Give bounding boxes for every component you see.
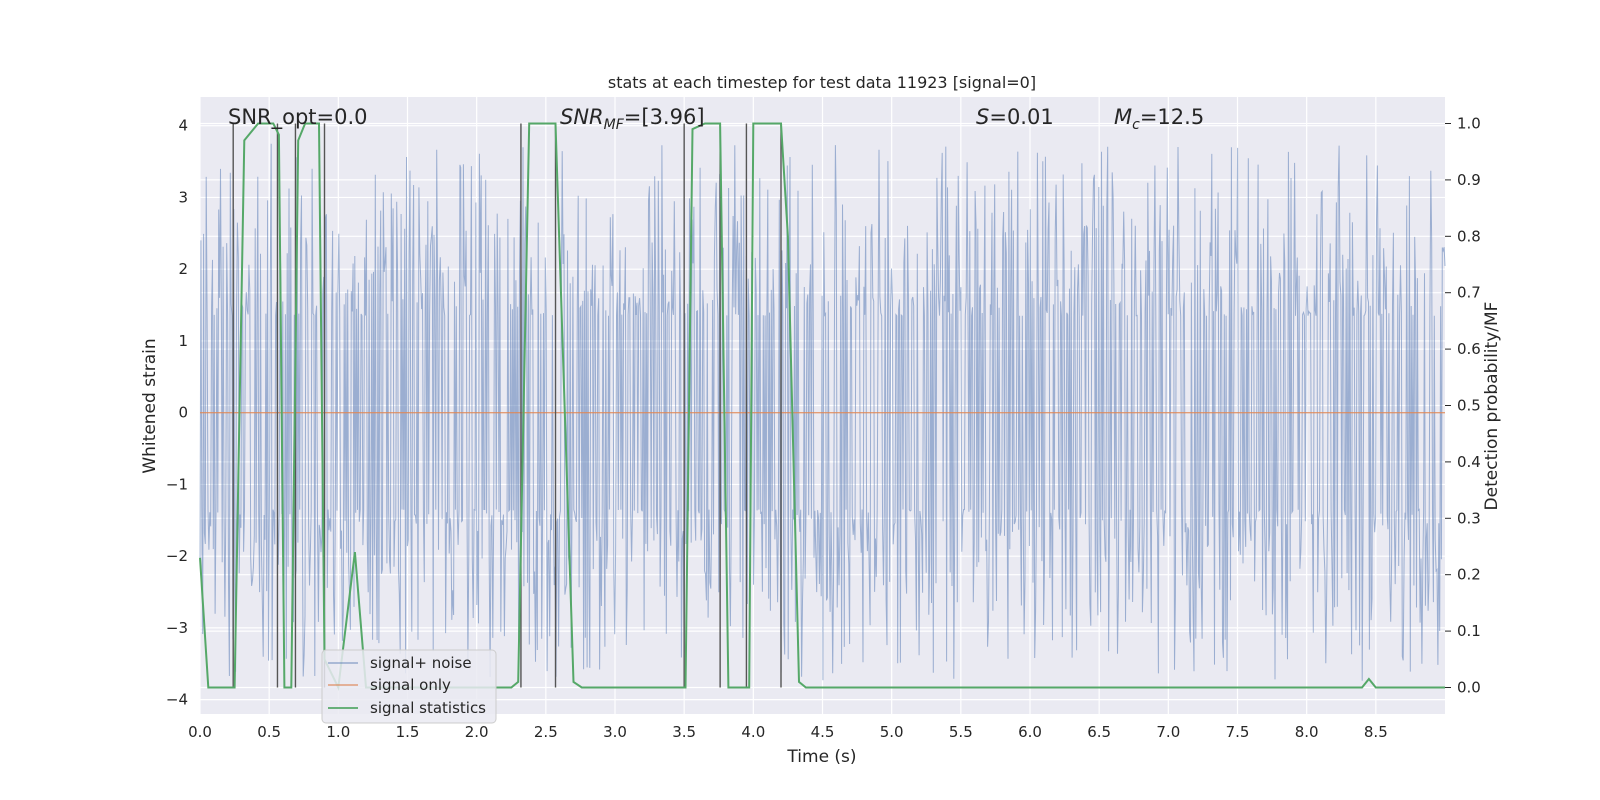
x-tick-label: 3.0 (603, 723, 627, 741)
signal-statistics-line (199, 122, 1445, 691)
signal-noise-line (199, 143, 1446, 681)
x-tick-label: 6.5 (1087, 723, 1111, 741)
y2-tick-label: 1.0 (1457, 115, 1481, 133)
legend-box (321, 649, 497, 724)
y-tick-label: −1 (166, 475, 188, 493)
x-tick-label: 2.0 (465, 723, 489, 741)
x-axis-label: Time (s) (786, 747, 856, 767)
y-axis-ticks: −4 −3 −2 −1 0 1 2 3 4 (166, 117, 188, 709)
x-tick-label: 5.0 (880, 723, 904, 741)
legend-label-signal-noise: signal+ noise (370, 654, 472, 672)
x-tick-label: 0.0 (188, 723, 212, 741)
x-tick-label: 8.0 (1295, 723, 1319, 741)
series-signal-statistics (199, 122, 1445, 691)
y2-tick-label: 0.7 (1457, 284, 1481, 302)
y2-axis-ticks: 0.0 0.1 0.2 0.3 0.4 0.5 0.6 0.7 0.8 0.9 1.0 (1445, 115, 1481, 696)
x-tick-label: 4.5 (811, 723, 835, 741)
y2-tick-label: 0.1 (1457, 622, 1481, 640)
x-tick-label: 1.0 (326, 723, 350, 741)
y2-tick-label: 0.5 (1457, 397, 1481, 415)
annotation-s: S=0.01 (976, 105, 1054, 129)
y2-tick-label: 0.3 (1457, 509, 1481, 527)
y2-tick-label: 0.8 (1457, 227, 1481, 245)
x-tick-label: 5.5 (949, 723, 973, 741)
x-tick-label: 6.0 (1018, 723, 1042, 741)
x-tick-label: 0.5 (257, 723, 281, 741)
legend: signal+ noise signal only signal statist… (321, 649, 497, 724)
x-tick-label: 2.5 (534, 723, 558, 741)
legend-label-signal-statistics: signal statistics (370, 699, 486, 717)
y-tick-label: −2 (166, 547, 188, 565)
x-axis-ticks: 0.0 0.5 1.0 1.5 2.0 2.5 3.0 3.5 4.0 4.5 5.0 5.5 6.0 6… (188, 723, 1388, 741)
chart-title: stats at each timestep for test data 119… (608, 73, 1036, 92)
legend-label-signal-only: signal only (370, 676, 451, 694)
y-tick-label: 4 (178, 117, 188, 135)
x-tick-label: 7.5 (1226, 723, 1250, 741)
y-tick-label: −3 (166, 619, 188, 637)
annotation-snr-mf: SNRMF=[3.96] (560, 105, 705, 133)
y-tick-label: 0 (178, 404, 188, 422)
x-tick-label: 3.5 (672, 723, 696, 741)
y2-tick-label: 0.2 (1457, 566, 1481, 584)
y-tick-label: 3 (178, 188, 188, 206)
series-signal-noise (199, 143, 1446, 681)
y-tick-label: 2 (178, 260, 188, 278)
y2-tick-label: 0.9 (1457, 171, 1481, 189)
x-tick-label: 1.5 (396, 723, 420, 741)
y2-axis-label: Detection probability/MF (1482, 302, 1502, 511)
y-tick-label: 1 (178, 332, 188, 350)
y2-tick-label: 0.4 (1457, 453, 1481, 471)
y2-tick-label: 0.6 (1457, 340, 1481, 358)
annotation-mc: Mc=12.5 (1114, 105, 1204, 133)
annotation-snr-opt: SNR_opt=0.0 (228, 105, 368, 130)
x-tick-label: 8.5 (1364, 723, 1388, 741)
y2-tick-label: 0.0 (1457, 678, 1481, 696)
y-tick-label: −4 (166, 691, 188, 709)
x-tick-label: 4.0 (741, 723, 765, 741)
x-tick-label: 7.0 (1156, 723, 1180, 741)
y-axis-label: Whitened strain (140, 338, 160, 473)
